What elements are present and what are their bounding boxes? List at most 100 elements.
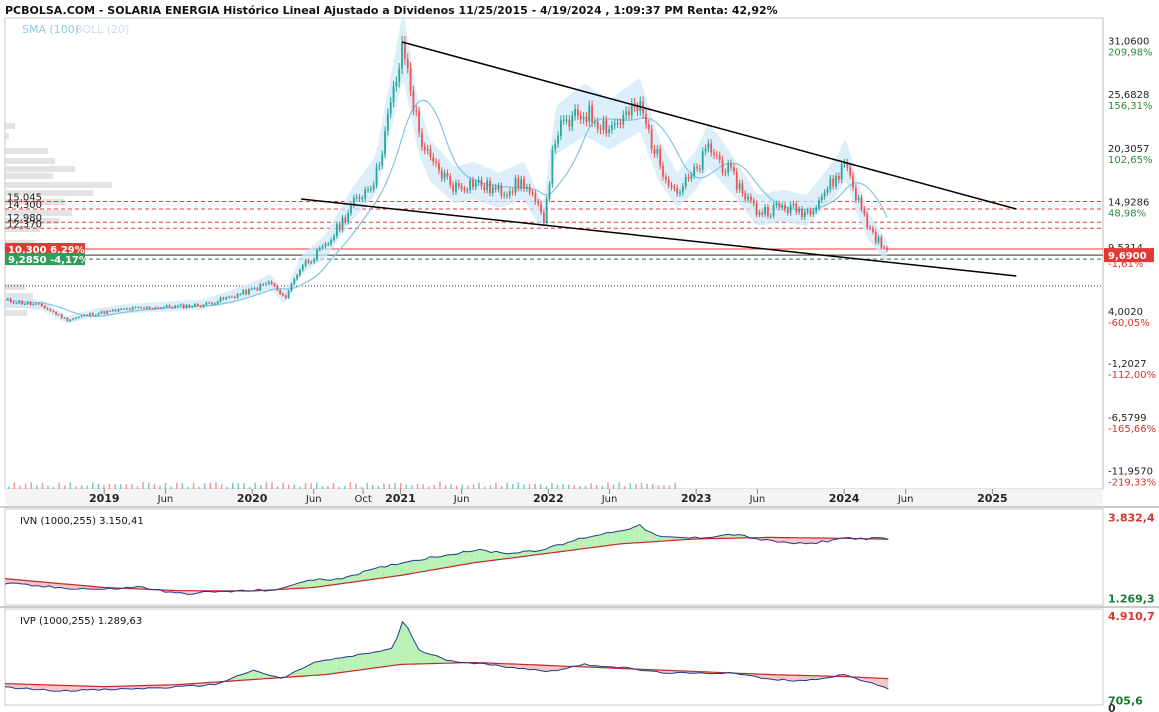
- candle: [579, 115, 582, 120]
- ivn-plot-area: [4, 508, 1104, 606]
- volume-bar: [394, 482, 396, 489]
- candle: [213, 303, 216, 305]
- area-fill: [452, 552, 458, 567]
- candle: [761, 212, 764, 215]
- volume-bar: [271, 482, 273, 489]
- candle: [38, 303, 40, 305]
- candle: [681, 186, 684, 193]
- panel-y-label: 705,6: [1108, 695, 1143, 708]
- candle: [744, 193, 747, 200]
- price-label-bg: [5, 253, 85, 266]
- area-fill: [341, 657, 348, 673]
- x-tick-label: Jun: [453, 494, 470, 505]
- volume-bar: [153, 483, 156, 489]
- area-fill: [374, 567, 381, 579]
- area-fill: [667, 536, 673, 541]
- candle: [106, 310, 109, 314]
- candle: [474, 182, 477, 187]
- candle: [877, 237, 880, 243]
- area-fill: [811, 675, 817, 680]
- volume-bar: [114, 483, 116, 489]
- candle: [9, 298, 12, 302]
- area-fill: [777, 537, 784, 543]
- candle: [279, 289, 282, 294]
- x-tick-label: Jun: [601, 494, 618, 505]
- area-fill: [871, 677, 878, 686]
- candle: [812, 210, 815, 215]
- area-fill: [717, 535, 723, 539]
- candle: [860, 197, 863, 210]
- volume-bar: [573, 485, 576, 489]
- level-label: 12.370: [7, 219, 42, 230]
- candle: [423, 146, 426, 151]
- candle: [832, 178, 835, 187]
- area-fill: [656, 535, 662, 542]
- volume-bar: [338, 486, 340, 489]
- volume-bar: [523, 484, 525, 489]
- candle: [123, 308, 126, 310]
- candle: [435, 161, 437, 164]
- area-fill: [430, 556, 436, 571]
- volume-bar: [467, 485, 469, 489]
- candle: [310, 262, 313, 264]
- volume-profile-bar: [5, 310, 27, 316]
- area-fill: [468, 550, 475, 564]
- candle: [270, 281, 273, 284]
- candle: [145, 307, 148, 309]
- area-fill: [562, 542, 569, 552]
- candle: [523, 179, 525, 189]
- area-fill: [330, 578, 337, 586]
- candle: [551, 149, 554, 185]
- candle: [341, 217, 344, 231]
- candle: [486, 180, 489, 190]
- area-fill: [38, 684, 44, 690]
- candle: [565, 119, 568, 121]
- y-tick-label: 4,0020: [1108, 307, 1143, 318]
- candle: [12, 301, 15, 304]
- ma-line: [4, 661, 889, 688]
- volume-bar: [276, 486, 279, 489]
- candle: [199, 305, 202, 307]
- candle: [540, 203, 542, 213]
- candle: [15, 303, 18, 305]
- area-fill: [474, 550, 480, 563]
- area-fill: [93, 686, 99, 690]
- candle: [715, 154, 718, 156]
- volume-bar: [416, 483, 419, 489]
- candle: [32, 304, 35, 306]
- area-fill: [347, 656, 353, 672]
- candle: [602, 120, 605, 130]
- volume-bar: [422, 484, 424, 489]
- candle: [440, 170, 443, 179]
- area-fill: [882, 678, 889, 689]
- candle: [94, 314, 97, 316]
- area-fill: [336, 657, 342, 674]
- candle: [355, 197, 358, 199]
- x-tick-label: 2025: [977, 492, 1008, 505]
- volume-bar: [187, 486, 189, 489]
- candle: [120, 308, 123, 310]
- candle: [449, 176, 452, 185]
- candle: [230, 296, 233, 298]
- level-label: 15.045: [7, 193, 42, 204]
- volume-bar: [125, 484, 128, 489]
- volume-bar: [64, 485, 66, 489]
- area-fill: [231, 676, 237, 681]
- candle: [259, 284, 262, 291]
- candle: [483, 186, 486, 190]
- candle: [511, 191, 514, 193]
- candle: [693, 167, 696, 176]
- candle: [698, 168, 701, 170]
- candle: [514, 178, 517, 193]
- candle: [219, 297, 222, 302]
- candle: [318, 247, 321, 250]
- candle: [823, 192, 826, 197]
- candle: [775, 203, 778, 206]
- candle: [673, 187, 676, 189]
- candle: [829, 178, 832, 190]
- candle: [574, 109, 576, 116]
- volume-bar: [86, 485, 88, 489]
- candle: [134, 307, 137, 309]
- area-fill: [557, 665, 563, 671]
